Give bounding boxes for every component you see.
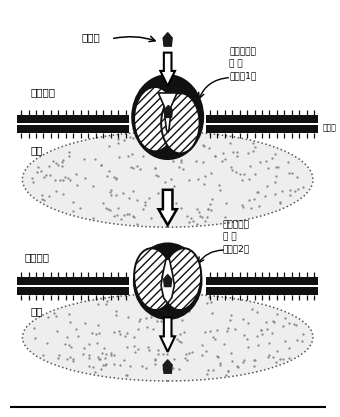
Polygon shape: [158, 93, 177, 133]
Bar: [17, 115, 129, 123]
Ellipse shape: [22, 132, 313, 227]
Text: 胞浆: 胞浆: [31, 145, 43, 155]
Polygon shape: [163, 360, 172, 373]
Text: 胞浆: 胞浆: [31, 306, 43, 317]
Polygon shape: [160, 317, 175, 352]
Text: 细胞膜: 细胞膜: [323, 124, 337, 133]
Text: 葡萄糖转运
载 体
（状态2）: 葡萄糖转运 载 体 （状态2）: [223, 221, 250, 253]
Ellipse shape: [134, 244, 201, 319]
Bar: [17, 125, 129, 133]
Bar: [206, 115, 318, 123]
Text: 葡萄糖: 葡萄糖: [82, 32, 100, 42]
Text: 胞外空间: 胞外空间: [31, 87, 56, 97]
Polygon shape: [163, 33, 172, 46]
Ellipse shape: [133, 75, 203, 158]
Text: 葡萄糖转运
载 体
（状态1）: 葡萄糖转运 载 体 （状态1）: [230, 48, 257, 80]
Ellipse shape: [22, 294, 313, 381]
Ellipse shape: [162, 248, 201, 310]
Polygon shape: [160, 53, 175, 86]
Bar: [206, 125, 318, 133]
Bar: [206, 286, 318, 295]
Text: 胞外空间: 胞外空间: [24, 253, 49, 263]
Bar: [17, 286, 129, 295]
Bar: [17, 277, 129, 285]
Ellipse shape: [134, 248, 173, 310]
Polygon shape: [164, 274, 172, 286]
Polygon shape: [164, 106, 172, 118]
Polygon shape: [158, 190, 177, 225]
Ellipse shape: [134, 87, 176, 151]
Ellipse shape: [161, 93, 200, 153]
Bar: [206, 277, 318, 285]
Polygon shape: [161, 259, 174, 303]
